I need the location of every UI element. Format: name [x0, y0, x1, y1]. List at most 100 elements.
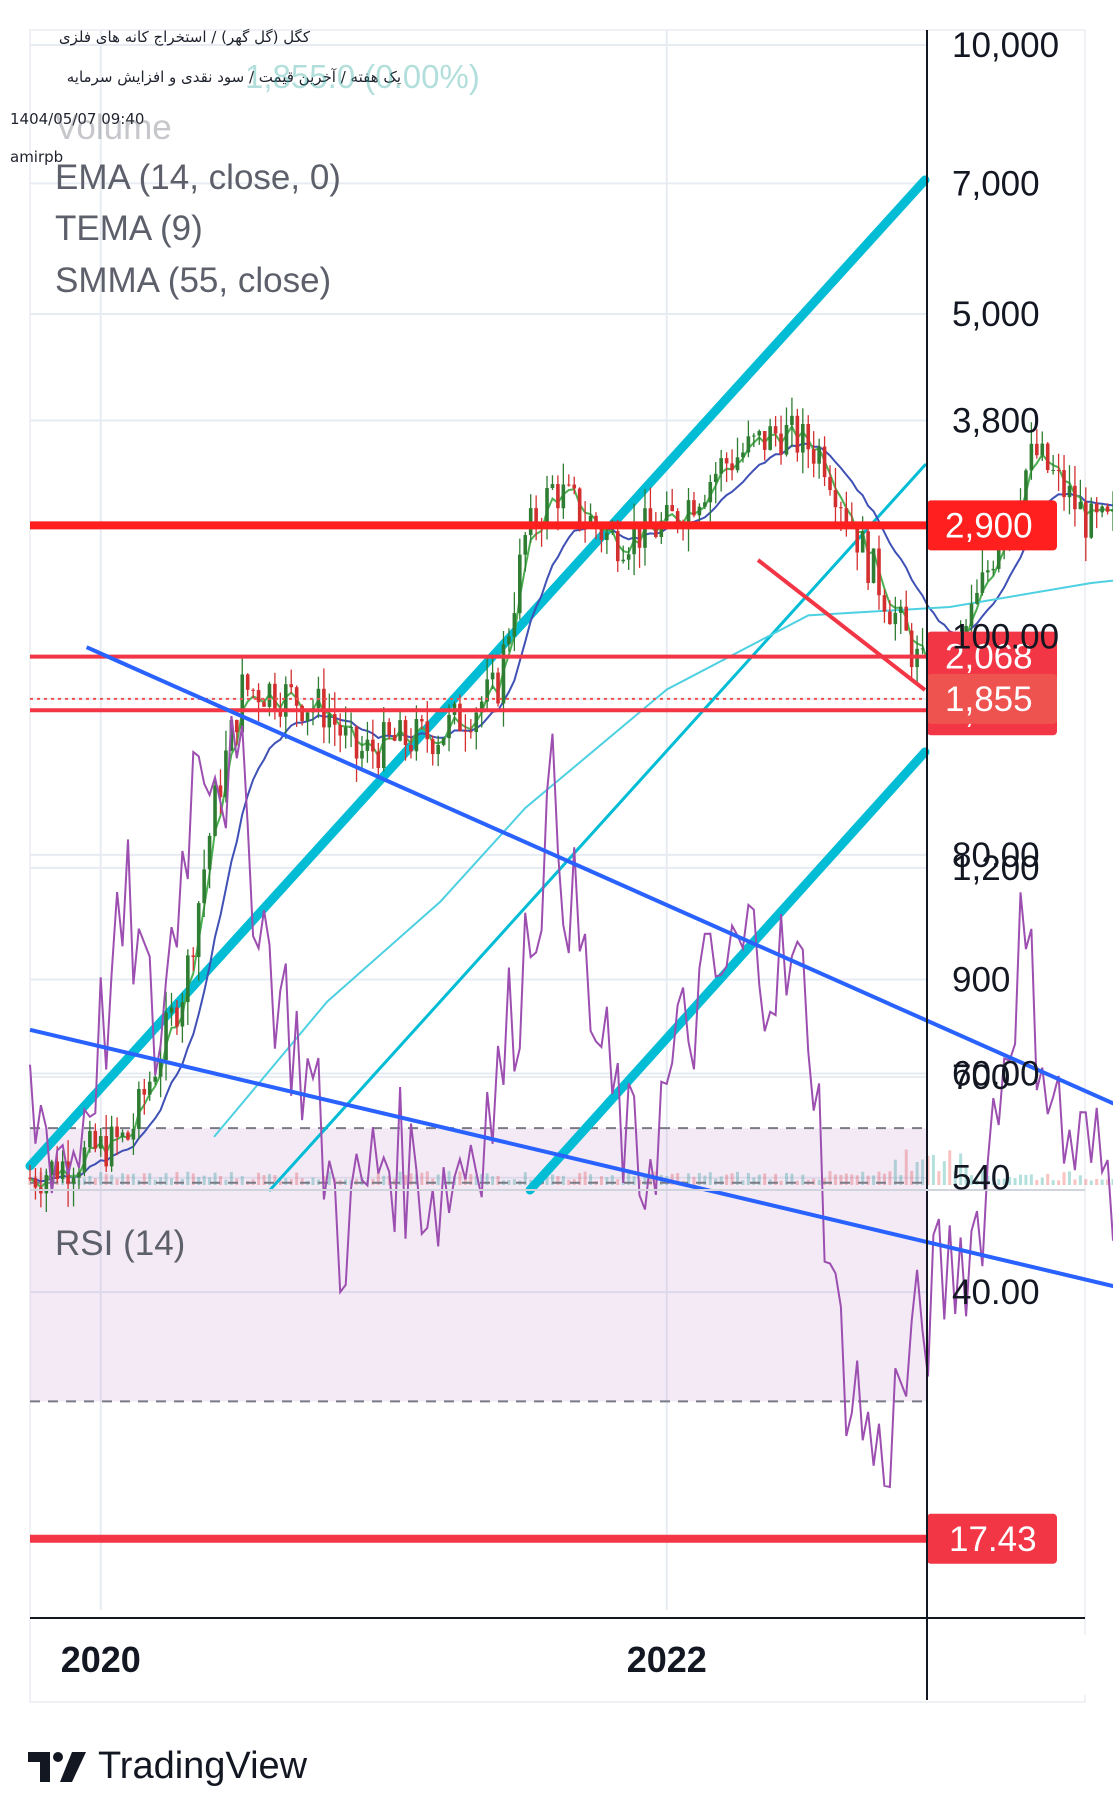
candle-body — [599, 527, 604, 541]
volume-bar — [888, 1171, 892, 1185]
level-label-box — [927, 631, 1057, 682]
candle-body — [332, 714, 337, 725]
candle-body — [730, 463, 734, 471]
candle-body — [191, 955, 196, 958]
tradingview-logo-icon — [28, 1751, 86, 1782]
level-label-text: 2,900 — [945, 506, 1033, 545]
smma-legend[interactable]: SMMA (55, close) — [55, 261, 332, 300]
volume-bar — [921, 1159, 925, 1185]
volume-bar — [523, 1172, 527, 1185]
volume-bar — [110, 1174, 114, 1185]
candle-body — [469, 731, 473, 733]
volume-bar — [1024, 1174, 1028, 1185]
volume-bar — [213, 1172, 217, 1185]
volume-bar — [409, 1173, 413, 1185]
candle-body — [507, 636, 511, 645]
volume-bar — [975, 1179, 979, 1185]
candle-body — [828, 477, 832, 491]
candle-body — [566, 484, 571, 486]
price-tick-label: 3,800 — [952, 402, 1040, 441]
candle-body — [403, 720, 408, 746]
rsi-tick-label: 80.00 — [952, 836, 1040, 875]
volume-bar — [948, 1150, 952, 1185]
volume-bar — [284, 1178, 288, 1185]
volume-bar — [1029, 1174, 1033, 1185]
volume-bar — [556, 1176, 560, 1185]
candle-body — [991, 568, 996, 571]
price-trendline-red — [756, 558, 927, 692]
trend-channel[interactable] — [25, 175, 930, 1195]
candle-body — [1078, 501, 1083, 510]
candle-body — [904, 606, 909, 631]
volume-bar — [202, 1175, 206, 1185]
candle-body — [1084, 501, 1088, 538]
level-label-text: 1,855 — [945, 680, 1033, 719]
candle-body — [1035, 443, 1039, 456]
candle-body — [137, 1088, 141, 1129]
candle-body — [795, 415, 800, 453]
candle-body — [273, 683, 277, 710]
volume-bar — [121, 1173, 125, 1185]
candle-body — [1045, 443, 1050, 471]
candle-body — [262, 702, 266, 707]
volume-bar — [915, 1162, 919, 1185]
rsi-legend[interactable]: RSI (14) — [55, 1224, 186, 1263]
chart-title: کگل (گل گهر) / استخراج کانه های فلزی — [58, 28, 310, 46]
candle-body — [98, 1136, 103, 1149]
candle-body — [817, 446, 821, 464]
volume-bar — [267, 1173, 271, 1185]
trendlines[interactable] — [29, 558, 1113, 1401]
volume-bar — [632, 1176, 636, 1185]
candle-body — [49, 1161, 54, 1176]
volume-bar — [839, 1174, 843, 1185]
candle-body — [463, 730, 468, 732]
volume-bar — [404, 1175, 408, 1185]
volume-bar — [550, 1174, 554, 1185]
volume-bar — [599, 1176, 603, 1185]
chart-subtitle: یک هفته / آخرین قیمت / سود نقدی و افزایش… — [66, 68, 401, 86]
rsi-series-line — [29, 715, 1113, 1489]
tema-legend[interactable]: TEMA (9) — [55, 209, 203, 248]
volume-bar — [208, 1177, 212, 1185]
volume-bar — [431, 1178, 435, 1185]
volume-bar — [175, 1171, 179, 1185]
volume-bar — [882, 1173, 886, 1185]
candle-body — [1051, 469, 1055, 471]
candle-body — [202, 869, 206, 904]
rsi-trendline — [29, 1027, 1113, 1289]
candle-body — [512, 613, 517, 637]
candle-body — [158, 1059, 163, 1077]
candle-body — [1056, 469, 1061, 471]
candle-body — [371, 739, 375, 752]
candle-body — [479, 701, 484, 713]
candle-body — [920, 648, 925, 650]
candle-body — [801, 424, 805, 453]
volume-bar — [1095, 1178, 1099, 1185]
volume-bar — [1040, 1177, 1044, 1185]
volume-bar — [447, 1171, 451, 1185]
candle-body — [327, 714, 332, 728]
candle-body — [180, 1002, 185, 1027]
volume-bar — [893, 1159, 897, 1185]
volume-bar — [224, 1179, 228, 1185]
candle-body — [811, 449, 816, 464]
volume-bar — [703, 1175, 707, 1185]
candle-body — [561, 484, 566, 509]
volume-bar — [648, 1173, 652, 1185]
volume-bar — [828, 1171, 832, 1185]
rsi-tick-label: 100.00 — [952, 617, 1059, 656]
volume-bar — [1046, 1173, 1050, 1185]
ema-legend[interactable]: EMA (14, close, 0) — [55, 158, 341, 197]
volume-bar — [131, 1173, 135, 1185]
candle-body — [986, 570, 990, 573]
tradingview-logo: TradingView — [28, 1745, 307, 1788]
candle-body — [115, 1126, 119, 1138]
candle-body — [28, 1177, 32, 1179]
candle-body — [131, 1128, 136, 1140]
volume-bar — [142, 1173, 146, 1185]
volume-bar — [627, 1171, 631, 1185]
candle-body — [860, 531, 865, 553]
candle-body — [713, 473, 718, 483]
